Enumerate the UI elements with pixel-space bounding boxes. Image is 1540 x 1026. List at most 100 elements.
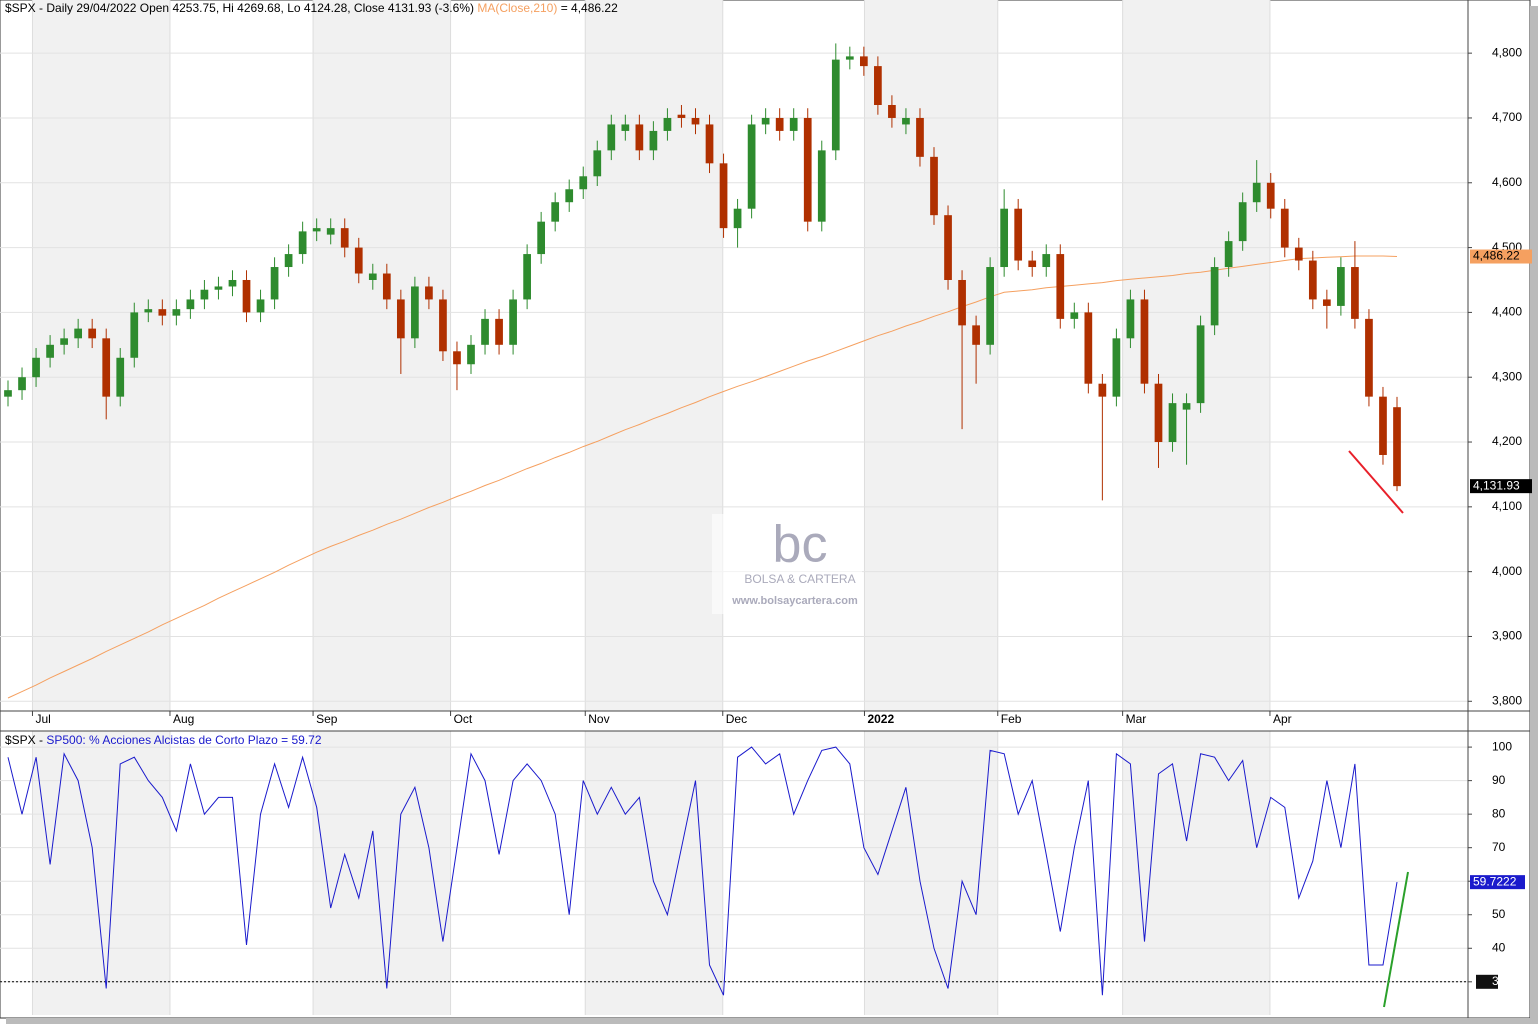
candle-body: [1196, 325, 1205, 404]
candle-body: [382, 273, 391, 300]
y-tick-label: 4,200: [1492, 434, 1522, 448]
candle-body: [74, 328, 83, 339]
chart-title: $SPX - Daily 29/04/2022 Open 4253.75, Hi…: [5, 1, 618, 15]
shade-band: [864, 0, 998, 711]
y-tick-label: 90: [1492, 773, 1506, 787]
candle-body: [102, 338, 111, 397]
candle-body: [495, 318, 503, 345]
candle-body: [593, 150, 602, 177]
candle-body: [691, 117, 700, 125]
candle-body: [733, 208, 742, 229]
last-value-box: [1470, 479, 1532, 494]
watermark-name: BOLSA & CARTERA: [744, 572, 855, 586]
y-tick-label: 3,800: [1492, 693, 1522, 707]
candle-body: [1098, 383, 1107, 397]
candle-body: [1238, 202, 1247, 242]
indicator-line: [7, 746, 1398, 996]
title-prefix: $SPX -: [5, 733, 43, 747]
y-tick-label: 4,700: [1492, 110, 1522, 124]
shade-band: [864, 731, 998, 1015]
candle-body: [537, 221, 546, 255]
candle-body: [200, 289, 209, 300]
y-tick-label: 30: [1492, 974, 1506, 988]
candle-body: [1224, 241, 1233, 268]
shade-band: [313, 0, 451, 711]
x-tick-label: Mar: [1126, 712, 1147, 726]
shade-band: [585, 731, 723, 1015]
candle-body: [761, 117, 770, 125]
y-tick-label: 40: [1492, 940, 1506, 954]
candle-body: [747, 124, 756, 209]
y-tick-label: 50: [1492, 907, 1506, 921]
candle-body: [1084, 312, 1093, 384]
candle-body: [270, 267, 279, 300]
last-value-label: 59.7222: [1473, 874, 1517, 888]
candle-body: [1126, 299, 1135, 339]
candle-body: [1308, 260, 1317, 300]
series-name: SP500: % Acciones Alcistas de Corto Plaz…: [46, 733, 321, 747]
candle-body: [845, 56, 854, 60]
candle-body: [214, 286, 223, 290]
candle-body: [1252, 182, 1261, 203]
candle-body: [18, 377, 26, 391]
candle-body: [944, 215, 952, 280]
candle-body: [1000, 208, 1009, 268]
y-tick-label: 3,900: [1492, 629, 1522, 643]
candle-body: [1266, 182, 1275, 209]
candle-body: [1112, 338, 1121, 397]
candle-body: [1280, 208, 1289, 248]
ma-name: MA(Close,210): [477, 1, 557, 15]
watermark: bc BOLSA & CARTERA www.bolsaycartera.com: [712, 514, 862, 614]
candle-body: [775, 117, 784, 131]
candle-body: [1140, 299, 1149, 384]
x-tick-label: 2022: [867, 712, 894, 726]
candle-body: [635, 124, 644, 151]
candle-body: [1210, 267, 1219, 326]
candle-body: [242, 279, 251, 313]
candle-body: [1056, 254, 1065, 319]
candle-body: [425, 286, 433, 300]
candle-body: [1154, 383, 1163, 443]
candle-body: [46, 344, 54, 358]
candle-body: [158, 309, 167, 316]
watermark-bg: [712, 514, 862, 614]
candle-body: [368, 273, 377, 280]
watermark-url: www.bolsaycartera.com: [731, 595, 858, 607]
candle-body: [467, 344, 475, 365]
candle-body: [621, 124, 630, 131]
candle-body: [326, 228, 335, 235]
y-tick-label: 80: [1492, 806, 1506, 820]
shade-band: [32, 0, 170, 711]
candle-body: [1168, 403, 1177, 443]
candle-body: [312, 228, 321, 232]
candle-body: [705, 124, 714, 164]
candle-body: [831, 59, 840, 151]
candle-body: [789, 117, 798, 131]
candle-body: [1322, 299, 1331, 306]
indicator-title: $SPX - SP500: % Acciones Alcistas de Cor…: [5, 733, 322, 747]
candle-body: [439, 299, 447, 352]
candle-body: [1014, 208, 1023, 261]
candle-body: [1028, 260, 1037, 268]
shadow: [1530, 6, 1538, 1022]
candle-body: [551, 202, 560, 222]
shade-band: [32, 731, 170, 1015]
x-tick-label: Nov: [588, 712, 609, 726]
x-tick-label: Sep: [316, 712, 338, 726]
candle-body: [916, 117, 924, 157]
candle-body: [481, 318, 489, 345]
candle-body: [972, 325, 980, 345]
shade-band: [1122, 731, 1270, 1015]
candle-body: [186, 299, 195, 310]
candle-body: [958, 279, 966, 326]
candle-body: [565, 189, 574, 203]
y-tick-label: 4,000: [1492, 564, 1522, 578]
last-value-box: [1470, 875, 1525, 890]
candle-body: [1070, 312, 1079, 319]
candle-body: [396, 299, 405, 339]
candle-body: [88, 328, 97, 339]
title-suffix: = 4,486.22: [561, 1, 618, 15]
shade-band: [585, 0, 723, 711]
